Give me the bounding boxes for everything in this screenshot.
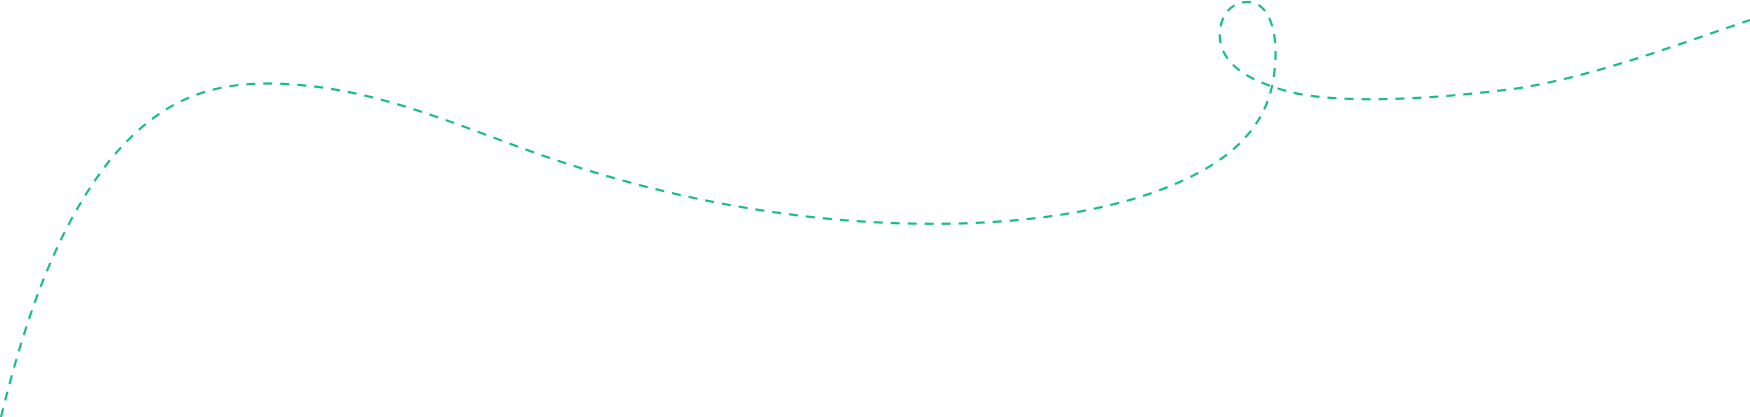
dashed-path	[0, 0, 1750, 417]
decorative-dashed-curve	[0, 0, 1750, 417]
